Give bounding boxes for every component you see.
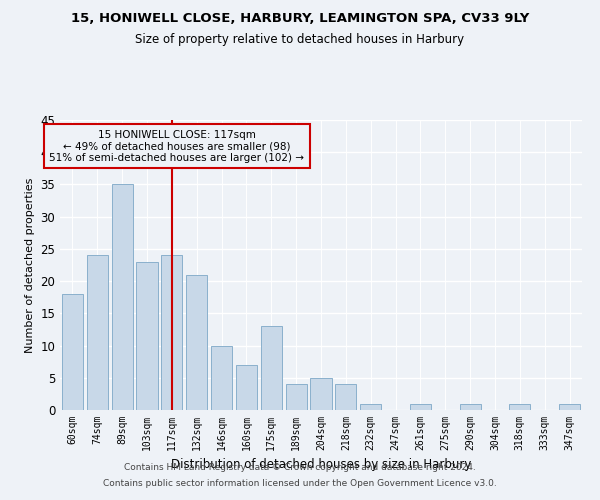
Text: Contains HM Land Registry data © Crown copyright and database right 2024.: Contains HM Land Registry data © Crown c… [124, 464, 476, 472]
Bar [112, 184, 133, 410]
Bar [186, 274, 207, 410]
Text: Size of property relative to detached houses in Harbury: Size of property relative to detached ho… [136, 32, 464, 46]
Bar [161, 256, 182, 410]
Bar [310, 378, 332, 410]
Bar [211, 346, 232, 410]
Bar [87, 256, 108, 410]
Bar [62, 294, 83, 410]
Bar [410, 404, 431, 410]
Bar [136, 262, 158, 410]
X-axis label: Distribution of detached houses by size in Harbury: Distribution of detached houses by size … [171, 458, 471, 471]
Bar [286, 384, 307, 410]
Text: Contains public sector information licensed under the Open Government Licence v3: Contains public sector information licen… [103, 478, 497, 488]
Bar [360, 404, 381, 410]
Text: 15 HONIWELL CLOSE: 117sqm
← 49% of detached houses are smaller (98)
51% of semi-: 15 HONIWELL CLOSE: 117sqm ← 49% of detac… [49, 130, 304, 163]
Bar [460, 404, 481, 410]
Y-axis label: Number of detached properties: Number of detached properties [25, 178, 35, 352]
Bar [335, 384, 356, 410]
Bar [509, 404, 530, 410]
Bar [236, 365, 257, 410]
Bar [559, 404, 580, 410]
Bar [261, 326, 282, 410]
Text: 15, HONIWELL CLOSE, HARBURY, LEAMINGTON SPA, CV33 9LY: 15, HONIWELL CLOSE, HARBURY, LEAMINGTON … [71, 12, 529, 26]
